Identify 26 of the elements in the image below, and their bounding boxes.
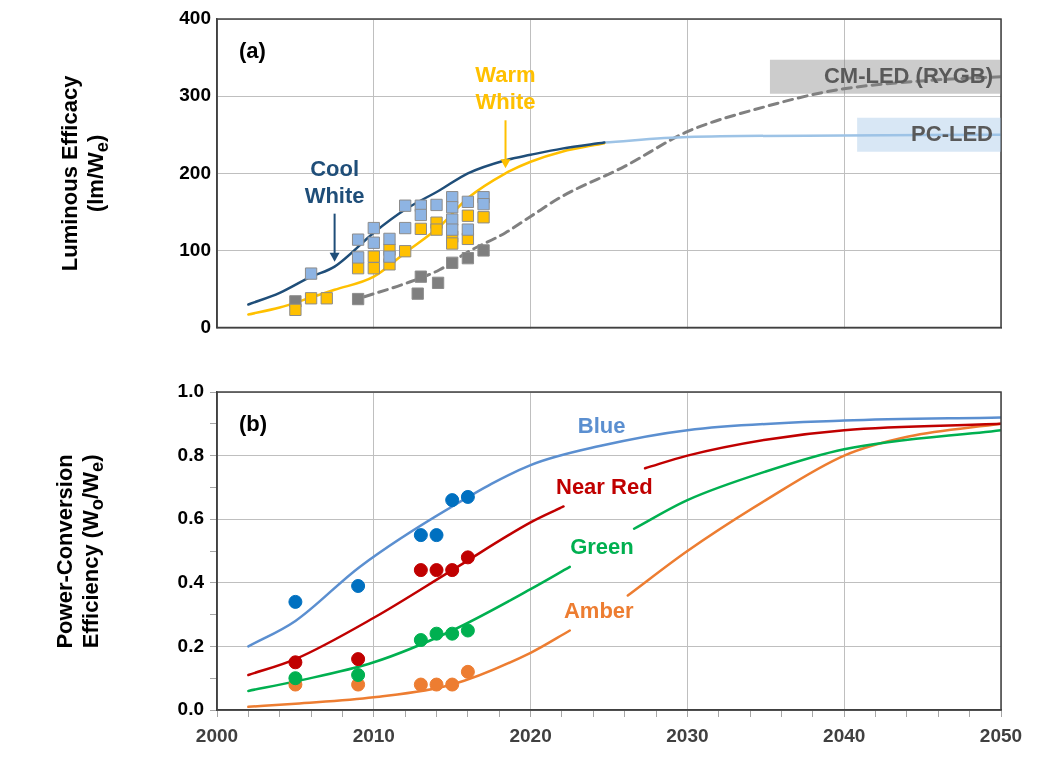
y-tick-label: 400 — [179, 7, 211, 29]
y-tick-label: 0 — [200, 315, 211, 337]
series-label: Blue — [577, 412, 626, 438]
y-tick-label: 0.8 — [177, 443, 204, 465]
series-label: Green — [570, 533, 634, 559]
y-tick-label: 0.6 — [177, 507, 204, 529]
series-label: Amber — [563, 597, 635, 623]
y-tick-label: 300 — [179, 84, 211, 106]
annotation: Cool White — [304, 155, 365, 208]
y-tick-label: 0.4 — [177, 571, 205, 593]
annotation: (b) — [239, 411, 268, 437]
series-label: PC-LED — [911, 120, 993, 146]
y-tick-label: 0.0 — [177, 698, 204, 720]
y-tick-label: 0.2 — [177, 634, 204, 656]
y-tick-label: 200 — [179, 161, 211, 183]
y-tick-label: 100 — [179, 238, 211, 260]
x-tick-label: 2050 — [979, 724, 1023, 746]
x-tick-label: 2000 — [195, 724, 239, 746]
x-tick-label: 2010 — [352, 724, 395, 746]
annotation: (a) — [239, 38, 266, 64]
x-tick-label: 2020 — [509, 724, 552, 746]
x-tick-label: 2030 — [666, 724, 709, 746]
y-tick-label: 1.0 — [177, 380, 204, 402]
annotation: Warm White — [475, 62, 536, 115]
series-label: Near Red — [556, 473, 653, 499]
x-tick-label: 2040 — [823, 724, 866, 746]
